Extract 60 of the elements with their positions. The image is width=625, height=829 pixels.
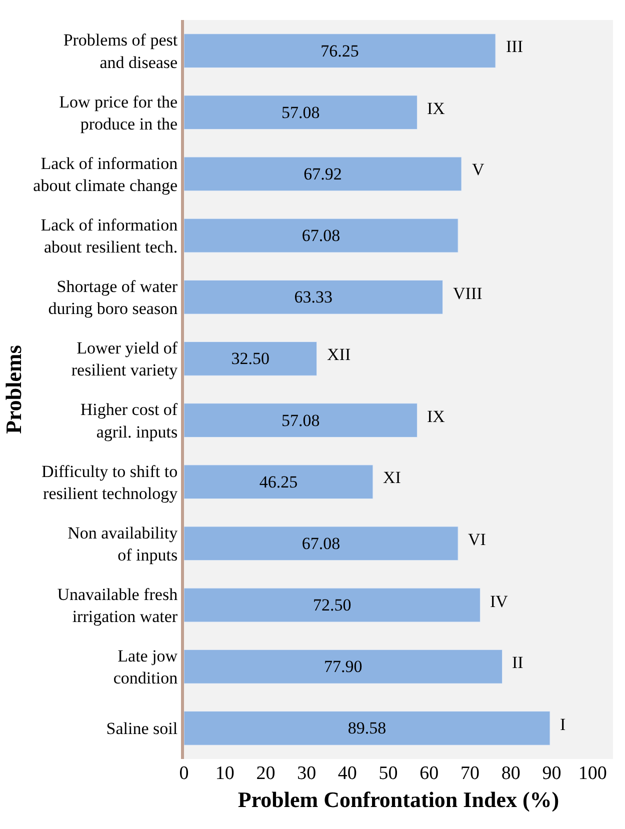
annotation: XII — [327, 345, 351, 364]
data-label: 32.50 — [231, 349, 270, 368]
x-tick-label: 10 — [215, 763, 234, 784]
x-axis-title: Problem Confrontation Index (%) — [238, 786, 560, 812]
data-label: 72.50 — [312, 596, 352, 615]
x-tick-label: 100 — [578, 763, 607, 784]
annotation: VI — [468, 530, 486, 549]
x-tick-label: 50 — [378, 763, 398, 784]
x-tick-label: 90 — [542, 763, 562, 784]
data-label: 77.90 — [324, 657, 362, 676]
bar — [184, 342, 318, 376]
data-label: 89.58 — [348, 718, 386, 738]
data-label: 57.08 — [281, 102, 320, 122]
x-tick-label: 80 — [501, 763, 520, 784]
y-tick-label: Problems of pest and disease — [63, 30, 178, 72]
data-label: 76.25 — [320, 41, 359, 60]
x-tick-label: 40 — [338, 763, 357, 784]
y-tick-label: Late jow condition — [113, 646, 178, 688]
x-tick-label: 20 — [256, 763, 276, 784]
annotation: II — [512, 653, 524, 672]
bar — [184, 156, 462, 192]
data-label: 67.92 — [304, 164, 342, 184]
y-tick-label: Difficulty to shift to resilient technology — [41, 462, 178, 503]
y-tick-label: Low price for the produce in the — [59, 92, 178, 134]
y-tick-label: Lack of information about resilient tech. — [40, 215, 178, 257]
bar — [184, 649, 503, 684]
y-tick-label: Lower yield of resilient variety — [71, 338, 178, 380]
bar — [184, 588, 480, 622]
x-tick-label: 70 — [460, 763, 480, 784]
bar — [184, 34, 496, 68]
y-tick-label: Shortage of water during boro season — [48, 277, 178, 318]
annotation: IX — [427, 407, 445, 426]
annotation: V — [472, 160, 485, 179]
bar — [184, 95, 418, 130]
y-tick-label: Higher cost of agril. inputs — [80, 400, 178, 442]
y-tick-label: Non availability of inputs — [68, 523, 178, 564]
bar — [184, 711, 550, 746]
y-tick-label: Lack of information about climate change — [33, 154, 178, 195]
data-label: 46.25 — [259, 472, 298, 492]
y-tick-label: Saline soil — [106, 719, 178, 738]
data-label: 67.08 — [302, 226, 340, 246]
bar — [184, 403, 418, 438]
annotation: IV — [490, 592, 509, 611]
annotation: I — [560, 715, 566, 734]
data-label: 63.33 — [294, 288, 332, 307]
bar — [184, 280, 443, 314]
annotation: III — [506, 37, 524, 56]
annotation: XI — [383, 468, 402, 487]
x-tick-label: 30 — [297, 763, 316, 784]
y-axis-title: Problems — [0, 344, 26, 434]
bar — [184, 218, 458, 253]
x-tick-label: 0 — [179, 763, 189, 784]
bar — [184, 526, 458, 561]
y-tick-label: Unavailable fresh irrigation water — [57, 584, 178, 626]
x-tick-label: 60 — [420, 763, 439, 784]
data-label: 67.08 — [302, 534, 340, 553]
annotation: IX — [427, 99, 445, 118]
annotation: VIII — [453, 284, 483, 303]
bar — [184, 464, 374, 500]
data-label: 57.08 — [281, 410, 320, 430]
